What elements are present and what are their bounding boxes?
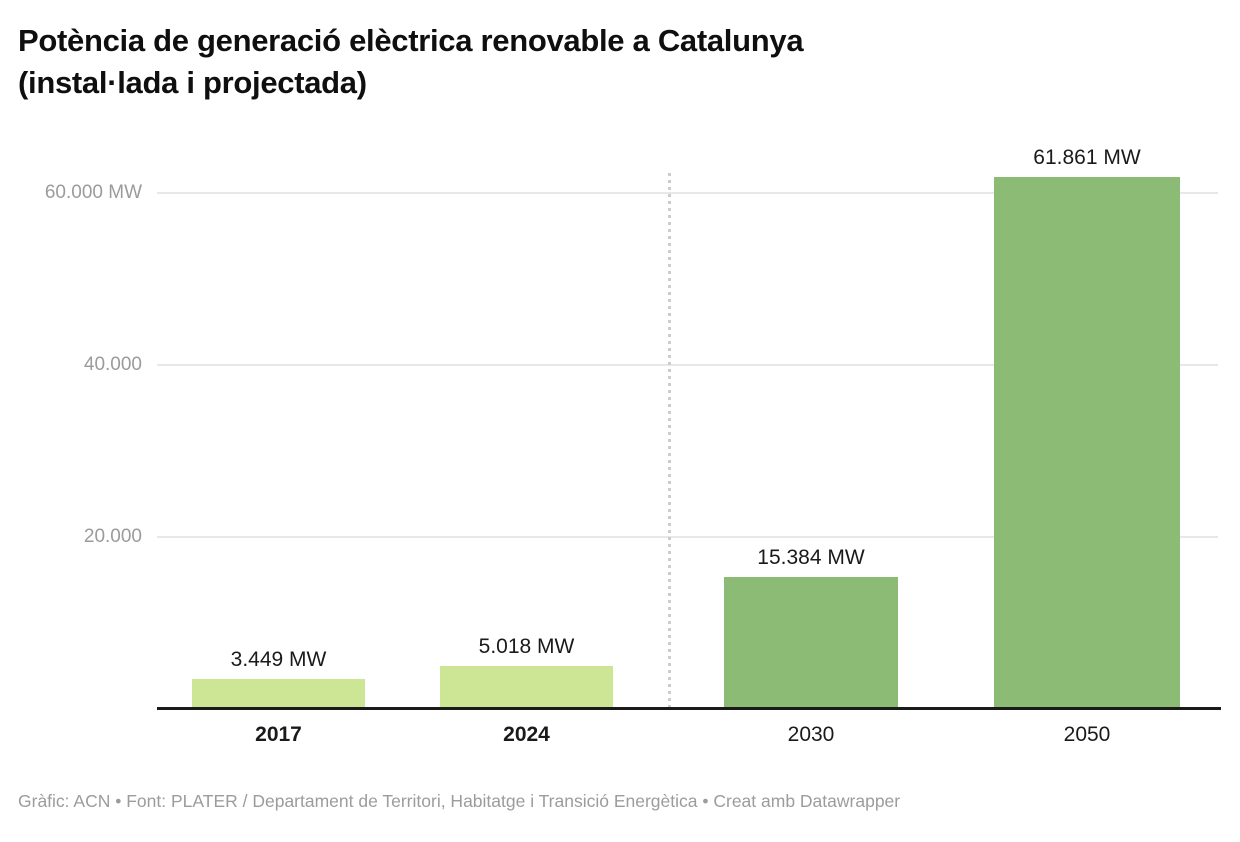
- bar-2030[interactable]: [724, 576, 898, 709]
- value-label-2024: 5.018 MW: [478, 634, 575, 658]
- x-axis-baseline: [157, 707, 1221, 710]
- y-axis-tick-label-60000: 60.000 MW: [44, 182, 142, 203]
- value-label-2030: 15.384 MW: [757, 545, 865, 569]
- chart-title: Potència de generació elèctrica renovabl…: [18, 20, 1168, 104]
- x-axis-label-2017: 2017: [255, 723, 302, 746]
- projection-divider-line: [668, 173, 671, 709]
- y-axis-tick-label-20000: 20.000: [83, 526, 142, 547]
- y-axis-tick-label-40000: 40.000: [83, 354, 142, 375]
- bar-2017[interactable]: [192, 679, 365, 709]
- bar-2050[interactable]: [994, 176, 1180, 709]
- x-axis-label-2030: 2030: [787, 723, 835, 746]
- bar-2024[interactable]: [440, 665, 613, 709]
- chart-title-line1: Potència de generació elèctrica renovabl…: [18, 23, 804, 58]
- chart-title-line2: (instal·lada i projectada): [18, 65, 367, 100]
- value-label-2017: 3.449 MW: [230, 648, 327, 672]
- footer-attribution: Gràfic: ACN • Font: PLATER / Departament…: [18, 791, 901, 811]
- value-label-2050: 61.861 MW: [1033, 145, 1141, 169]
- x-axis-label-2050: 2050: [1063, 723, 1111, 746]
- x-axis-label-2024: 2024: [503, 723, 550, 746]
